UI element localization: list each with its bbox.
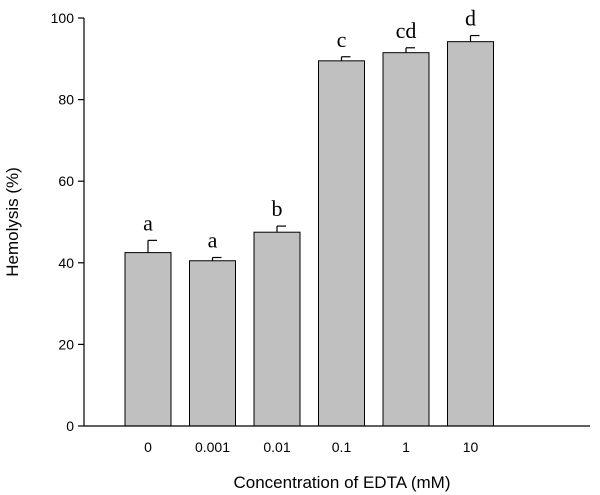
significance-label: a bbox=[143, 210, 153, 235]
y-tick-label: 40 bbox=[58, 255, 74, 271]
x-axis-title: Concentration of EDTA (mM) bbox=[234, 473, 451, 492]
y-tick-label: 60 bbox=[58, 173, 74, 189]
bar-10 bbox=[447, 41, 494, 427]
bar-0 bbox=[124, 252, 172, 427]
y-tick-label: 80 bbox=[58, 92, 74, 108]
x-tick-label: 0 bbox=[144, 439, 152, 455]
x-tick-label: 0.1 bbox=[332, 439, 352, 455]
y-tick-label: 100 bbox=[51, 10, 75, 26]
y-tick-label: 0 bbox=[66, 418, 74, 434]
x-ticks: 0 0.001 0.01 0.1 1 10 bbox=[144, 439, 478, 455]
significance-label: a bbox=[208, 227, 218, 252]
significance-label: c bbox=[337, 27, 347, 52]
chart-marks: a a b c cd d bbox=[124, 6, 494, 427]
significance-label: b bbox=[272, 196, 283, 221]
bar-0.01 bbox=[253, 231, 301, 427]
x-tick-label: 0.01 bbox=[263, 439, 290, 455]
bar-1 bbox=[382, 52, 430, 427]
significance-label: d bbox=[465, 6, 476, 31]
bar-0.001 bbox=[189, 260, 236, 427]
significance-label: cd bbox=[396, 18, 417, 43]
x-tick-label: 10 bbox=[463, 439, 479, 455]
x-tick-label: 0.001 bbox=[195, 439, 230, 455]
x-tick-label: 1 bbox=[402, 439, 410, 455]
bar-0.1 bbox=[318, 60, 365, 427]
y-tick-label: 20 bbox=[58, 336, 74, 352]
y-ticks: 0 20 40 60 80 100 bbox=[51, 10, 84, 434]
y-axis-title: Hemolysis (%) bbox=[3, 167, 22, 277]
